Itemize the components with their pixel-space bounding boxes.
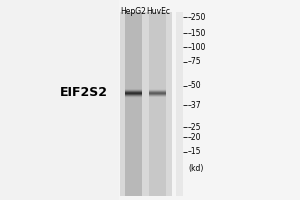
Bar xyxy=(125,91,142,92)
Bar xyxy=(125,96,142,97)
Text: –150: –150 xyxy=(188,28,206,38)
Bar xyxy=(125,95,142,96)
Bar xyxy=(149,89,166,90)
Bar xyxy=(120,12,172,196)
Text: HuvEc: HuvEc xyxy=(146,6,170,16)
Bar xyxy=(125,90,142,91)
Text: –37: –37 xyxy=(188,100,201,110)
Bar xyxy=(149,96,166,97)
Text: –75: –75 xyxy=(188,58,201,66)
Bar xyxy=(149,95,166,96)
Text: (kd): (kd) xyxy=(189,164,204,173)
Bar xyxy=(149,92,166,93)
Bar xyxy=(149,94,166,95)
Bar xyxy=(176,12,183,196)
Text: –15: –15 xyxy=(188,148,201,156)
Bar xyxy=(149,96,166,97)
Bar xyxy=(149,93,166,94)
Bar xyxy=(125,89,142,90)
Bar xyxy=(149,95,166,96)
Bar xyxy=(125,93,142,94)
Bar xyxy=(149,88,166,89)
Bar xyxy=(125,95,142,96)
Bar xyxy=(149,93,166,94)
Bar xyxy=(125,92,142,93)
Text: –25: –25 xyxy=(188,122,201,132)
Bar xyxy=(149,91,166,92)
Bar xyxy=(125,94,142,95)
Bar xyxy=(125,91,142,92)
Bar xyxy=(149,97,166,98)
Bar xyxy=(149,12,166,196)
Bar xyxy=(125,97,142,98)
Bar xyxy=(125,93,142,94)
Bar xyxy=(0,0,118,200)
Bar xyxy=(125,89,142,90)
Bar xyxy=(125,96,142,97)
Text: HepG2: HepG2 xyxy=(121,6,146,16)
Bar xyxy=(125,90,142,91)
Text: –100: –100 xyxy=(188,43,206,51)
Text: –50: –50 xyxy=(188,82,201,90)
Text: –250: –250 xyxy=(188,12,206,21)
Bar xyxy=(149,90,166,91)
Text: –20: –20 xyxy=(188,132,201,142)
Bar xyxy=(125,88,142,89)
Bar xyxy=(125,12,142,196)
Text: EIF2S2: EIF2S2 xyxy=(60,86,108,99)
Bar xyxy=(149,90,166,91)
Bar xyxy=(149,94,166,95)
Bar xyxy=(149,89,166,90)
Bar xyxy=(149,91,166,92)
Bar xyxy=(125,94,142,95)
